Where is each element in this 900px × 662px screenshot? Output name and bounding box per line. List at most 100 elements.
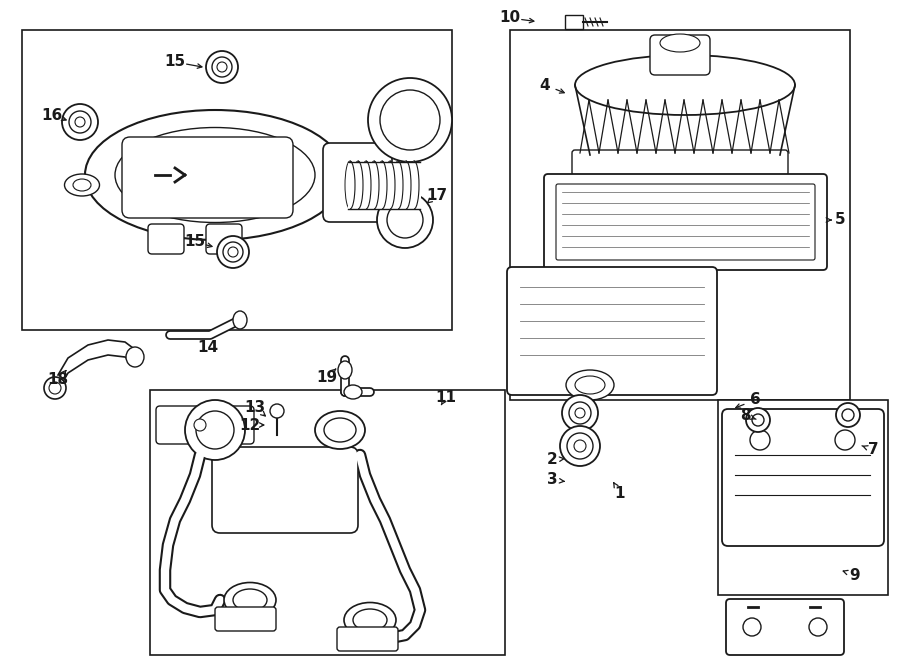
Text: 5: 5 <box>834 213 845 228</box>
Ellipse shape <box>315 411 365 449</box>
Circle shape <box>574 440 586 452</box>
FancyBboxPatch shape <box>215 607 276 631</box>
Text: 7: 7 <box>868 442 878 457</box>
Circle shape <box>560 426 600 466</box>
Text: 19: 19 <box>317 369 338 385</box>
Text: 17: 17 <box>427 187 447 203</box>
Circle shape <box>196 411 234 449</box>
Circle shape <box>567 433 593 459</box>
Circle shape <box>746 408 770 432</box>
Circle shape <box>842 409 854 421</box>
Ellipse shape <box>345 161 355 209</box>
Bar <box>22 30 452 330</box>
FancyBboxPatch shape <box>148 224 184 254</box>
Circle shape <box>185 400 245 460</box>
Circle shape <box>69 111 91 133</box>
Circle shape <box>752 414 764 426</box>
Circle shape <box>377 192 433 248</box>
FancyBboxPatch shape <box>122 137 293 218</box>
Ellipse shape <box>660 34 700 52</box>
Bar <box>348 162 421 209</box>
Text: 3: 3 <box>546 473 557 487</box>
Ellipse shape <box>85 110 345 240</box>
Text: 15: 15 <box>165 54 185 70</box>
Ellipse shape <box>344 602 396 638</box>
Ellipse shape <box>401 161 411 209</box>
Text: 10: 10 <box>500 11 520 26</box>
Circle shape <box>835 430 855 450</box>
FancyBboxPatch shape <box>156 406 254 444</box>
Text: 2: 2 <box>546 453 557 467</box>
Circle shape <box>836 403 860 427</box>
Ellipse shape <box>324 418 356 442</box>
Circle shape <box>809 618 827 636</box>
Circle shape <box>75 117 85 127</box>
Circle shape <box>562 395 598 431</box>
Text: 1: 1 <box>615 485 626 500</box>
Ellipse shape <box>377 161 387 209</box>
Circle shape <box>206 51 238 83</box>
Text: 16: 16 <box>41 107 63 122</box>
FancyBboxPatch shape <box>544 174 827 270</box>
Bar <box>565 15 583 29</box>
Text: 8: 8 <box>740 408 751 422</box>
Circle shape <box>575 408 585 418</box>
Text: 9: 9 <box>850 567 860 583</box>
FancyBboxPatch shape <box>726 599 844 655</box>
Ellipse shape <box>566 370 614 400</box>
Ellipse shape <box>233 311 247 329</box>
Text: 14: 14 <box>197 340 219 354</box>
Bar <box>510 30 850 400</box>
FancyBboxPatch shape <box>206 224 242 254</box>
Ellipse shape <box>353 161 363 209</box>
FancyBboxPatch shape <box>323 143 392 222</box>
Circle shape <box>223 242 243 262</box>
Text: 6: 6 <box>750 393 760 408</box>
FancyBboxPatch shape <box>212 447 358 533</box>
Circle shape <box>217 236 249 268</box>
Bar <box>150 390 505 655</box>
Ellipse shape <box>353 609 387 631</box>
FancyBboxPatch shape <box>572 150 788 176</box>
Ellipse shape <box>126 347 144 367</box>
Circle shape <box>743 618 761 636</box>
Ellipse shape <box>338 361 352 379</box>
Circle shape <box>194 419 206 431</box>
Circle shape <box>49 382 61 394</box>
Circle shape <box>270 404 284 418</box>
FancyBboxPatch shape <box>722 409 884 546</box>
Circle shape <box>380 90 440 150</box>
Ellipse shape <box>224 583 276 618</box>
Bar <box>718 400 888 595</box>
Ellipse shape <box>409 161 419 209</box>
Circle shape <box>387 202 423 238</box>
Ellipse shape <box>369 161 379 209</box>
FancyBboxPatch shape <box>337 627 398 651</box>
Circle shape <box>750 430 770 450</box>
Circle shape <box>569 402 591 424</box>
Circle shape <box>212 57 232 77</box>
Circle shape <box>228 247 238 257</box>
FancyBboxPatch shape <box>507 267 717 395</box>
Circle shape <box>368 78 452 162</box>
Ellipse shape <box>233 589 267 611</box>
Text: 4: 4 <box>540 77 550 93</box>
Ellipse shape <box>385 161 395 209</box>
Text: 13: 13 <box>245 399 266 414</box>
Ellipse shape <box>575 55 795 115</box>
Ellipse shape <box>575 376 605 394</box>
Ellipse shape <box>344 385 362 399</box>
Ellipse shape <box>393 161 403 209</box>
Ellipse shape <box>65 174 100 196</box>
FancyBboxPatch shape <box>556 184 815 260</box>
Text: 18: 18 <box>48 373 68 387</box>
Ellipse shape <box>73 179 91 191</box>
Circle shape <box>217 62 227 72</box>
Circle shape <box>44 377 66 399</box>
Circle shape <box>62 104 98 140</box>
Ellipse shape <box>115 128 315 222</box>
Text: 15: 15 <box>184 234 205 250</box>
Ellipse shape <box>361 161 371 209</box>
Text: 12: 12 <box>239 418 261 432</box>
FancyBboxPatch shape <box>650 35 710 75</box>
